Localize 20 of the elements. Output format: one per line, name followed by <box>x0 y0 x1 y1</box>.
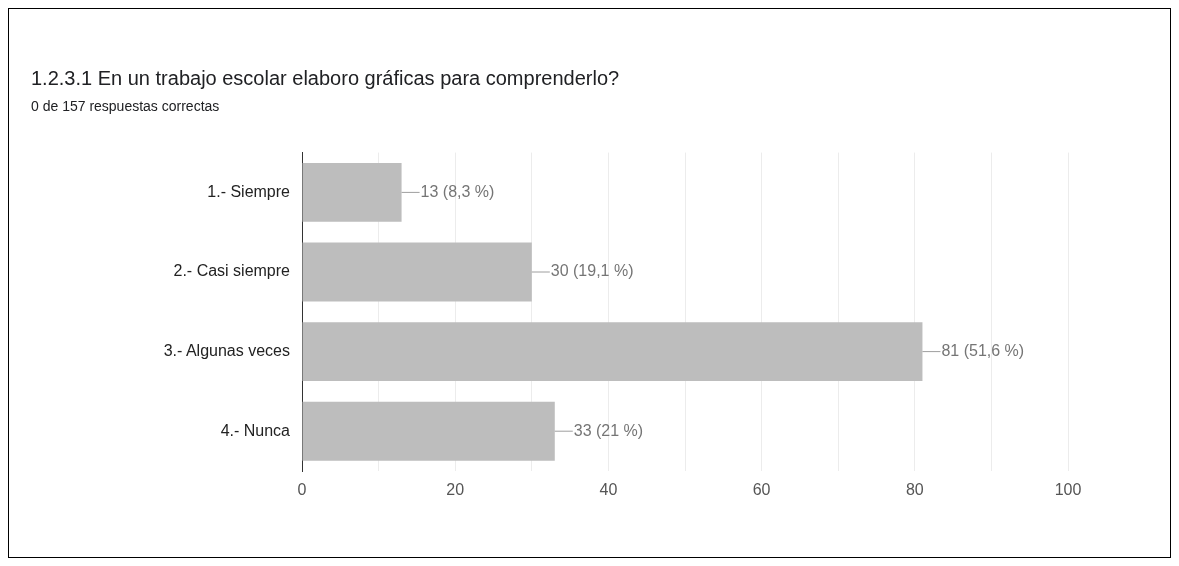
text: 0 de 157 respuestas correctas <box>31 98 220 114</box>
x-tick-label: 60 <box>752 481 771 499</box>
data-label: 30 (19,1 %) <box>550 262 634 280</box>
chart-title: 1.2.3.1 En un trabajo escolar elaboro gráficas para comprenderlo? <box>31 67 620 90</box>
x-tick-label: 0 <box>297 481 307 499</box>
y-tick-label: 2.- Casi siempre <box>173 262 291 280</box>
y-tick-label: 4.- Nunca <box>220 421 291 439</box>
x-tick-label: 100 <box>1054 481 1082 499</box>
bar <box>302 401 555 461</box>
y-tick-label: 1.- Siempre <box>207 182 291 200</box>
x-tick-label: 20 <box>446 481 465 499</box>
y-tick-label: 3.- Algunas veces <box>163 342 290 360</box>
x-tick-label: 40 <box>599 481 618 499</box>
data-label: 33 (21 %) <box>573 421 644 439</box>
x-tick-label: 80 <box>905 481 924 499</box>
bar <box>302 242 532 302</box>
data-label: 81 (51,6 %) <box>941 342 1025 360</box>
bar <box>302 322 923 382</box>
bar <box>302 162 402 222</box>
data-label: 13 (8,3 %) <box>420 182 495 200</box>
